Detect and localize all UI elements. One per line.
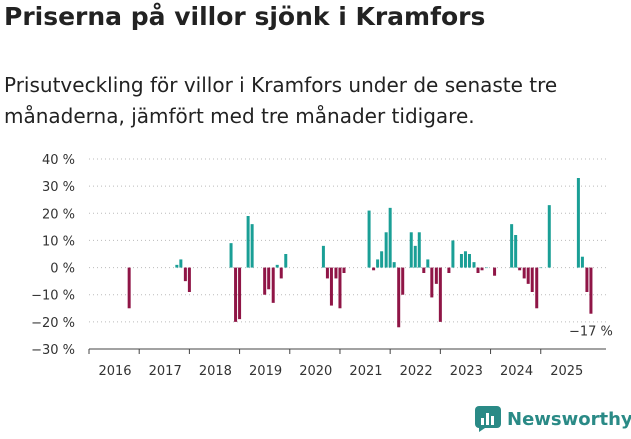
data-labels: −17 % (569, 325, 613, 340)
bars (127, 178, 593, 328)
bar (175, 264, 179, 268)
bar (397, 267, 401, 328)
y-tick-label: 30 % (42, 180, 75, 195)
bar (422, 267, 426, 273)
y-tick-label: −30 % (31, 343, 75, 358)
bar (576, 178, 580, 268)
bar (329, 267, 333, 306)
x-tick-label: 2023 (450, 364, 483, 379)
bar (589, 267, 593, 314)
y-axis-labels: −30 % −20 % −10 % 0 % 10 % 20 % 30 % 40 % (31, 153, 75, 358)
x-tick-label: 2021 (349, 364, 382, 379)
bar (267, 267, 271, 290)
bar (510, 224, 514, 268)
bar (426, 259, 430, 268)
bar (485, 267, 489, 269)
bar (413, 245, 417, 268)
bar (372, 267, 376, 271)
chart-title: Priserna på villor sjönk i Kramfors (4, 2, 486, 31)
bar (447, 267, 451, 273)
bar (472, 262, 476, 268)
bar (388, 207, 392, 268)
y-tick-label: −10 % (31, 289, 75, 304)
bar (480, 267, 484, 271)
bar (522, 267, 526, 279)
bar (401, 267, 405, 295)
brand-logo: Newsworthy (475, 406, 631, 432)
x-axis: 2016 2017 2018 2019 2020 2021 2022 2023 2024 2025 (88, 348, 606, 379)
y-tick-label: 20 % (42, 207, 75, 222)
x-tick-label: 2024 (500, 364, 533, 379)
bar (585, 267, 589, 292)
bar (384, 232, 388, 268)
bar (417, 232, 421, 268)
chart-subtitle: Prisutveckling för villor i Kramfors und… (4, 73, 558, 128)
y-tick-label: 40 % (42, 153, 75, 168)
bar (367, 210, 371, 268)
x-tick-label: 2019 (249, 364, 282, 379)
bar (279, 267, 283, 279)
bar (246, 216, 250, 268)
y-tick-label: 10 % (42, 234, 75, 249)
bar (325, 267, 329, 279)
bar (463, 251, 467, 268)
x-tick-label: 2018 (199, 364, 232, 379)
bar (476, 267, 480, 273)
bar (376, 259, 380, 268)
bar (229, 243, 233, 268)
bar (530, 267, 534, 292)
bar (234, 267, 238, 322)
bar (263, 267, 267, 295)
bar (580, 256, 584, 268)
bar (321, 245, 325, 268)
bar (380, 251, 384, 268)
bar (451, 240, 455, 268)
bar (179, 259, 183, 268)
grid-lines (89, 158, 606, 350)
bar-chart-icon (475, 406, 501, 432)
bar (338, 267, 342, 309)
x-tick-label: 2017 (149, 364, 182, 379)
data-label: −17 % (569, 325, 613, 340)
bar (238, 267, 242, 320)
bar (434, 267, 438, 284)
bar (459, 254, 463, 268)
bar (187, 267, 191, 292)
bar (535, 267, 539, 309)
bar (518, 267, 522, 271)
y-tick-label: −20 % (31, 316, 75, 331)
bar (409, 232, 413, 268)
x-tick-label: 2020 (299, 364, 332, 379)
bar (127, 267, 131, 309)
bar (547, 205, 551, 268)
bar (514, 235, 518, 268)
bar (430, 267, 434, 298)
bar-chart: −30 %−20 %−10 %0 %10 %20 %30 %40 % 2016 2… (31, 153, 613, 379)
bar (250, 224, 254, 268)
bar (342, 267, 346, 273)
bar (467, 254, 471, 268)
bar (438, 267, 442, 322)
bar (284, 254, 288, 268)
bar (271, 267, 275, 303)
bar (334, 267, 338, 279)
bar (275, 264, 279, 268)
y-tick-label: 0 % (50, 262, 75, 277)
brand-name: Newsworthy (507, 408, 631, 430)
x-tick-label: 2025 (550, 364, 583, 379)
bar (539, 267, 543, 269)
bar (183, 267, 187, 282)
x-tick-label: 2016 (98, 364, 131, 379)
x-tick-label: 2022 (400, 364, 433, 379)
bar (392, 262, 396, 268)
bar (526, 267, 530, 284)
bar (493, 267, 497, 276)
